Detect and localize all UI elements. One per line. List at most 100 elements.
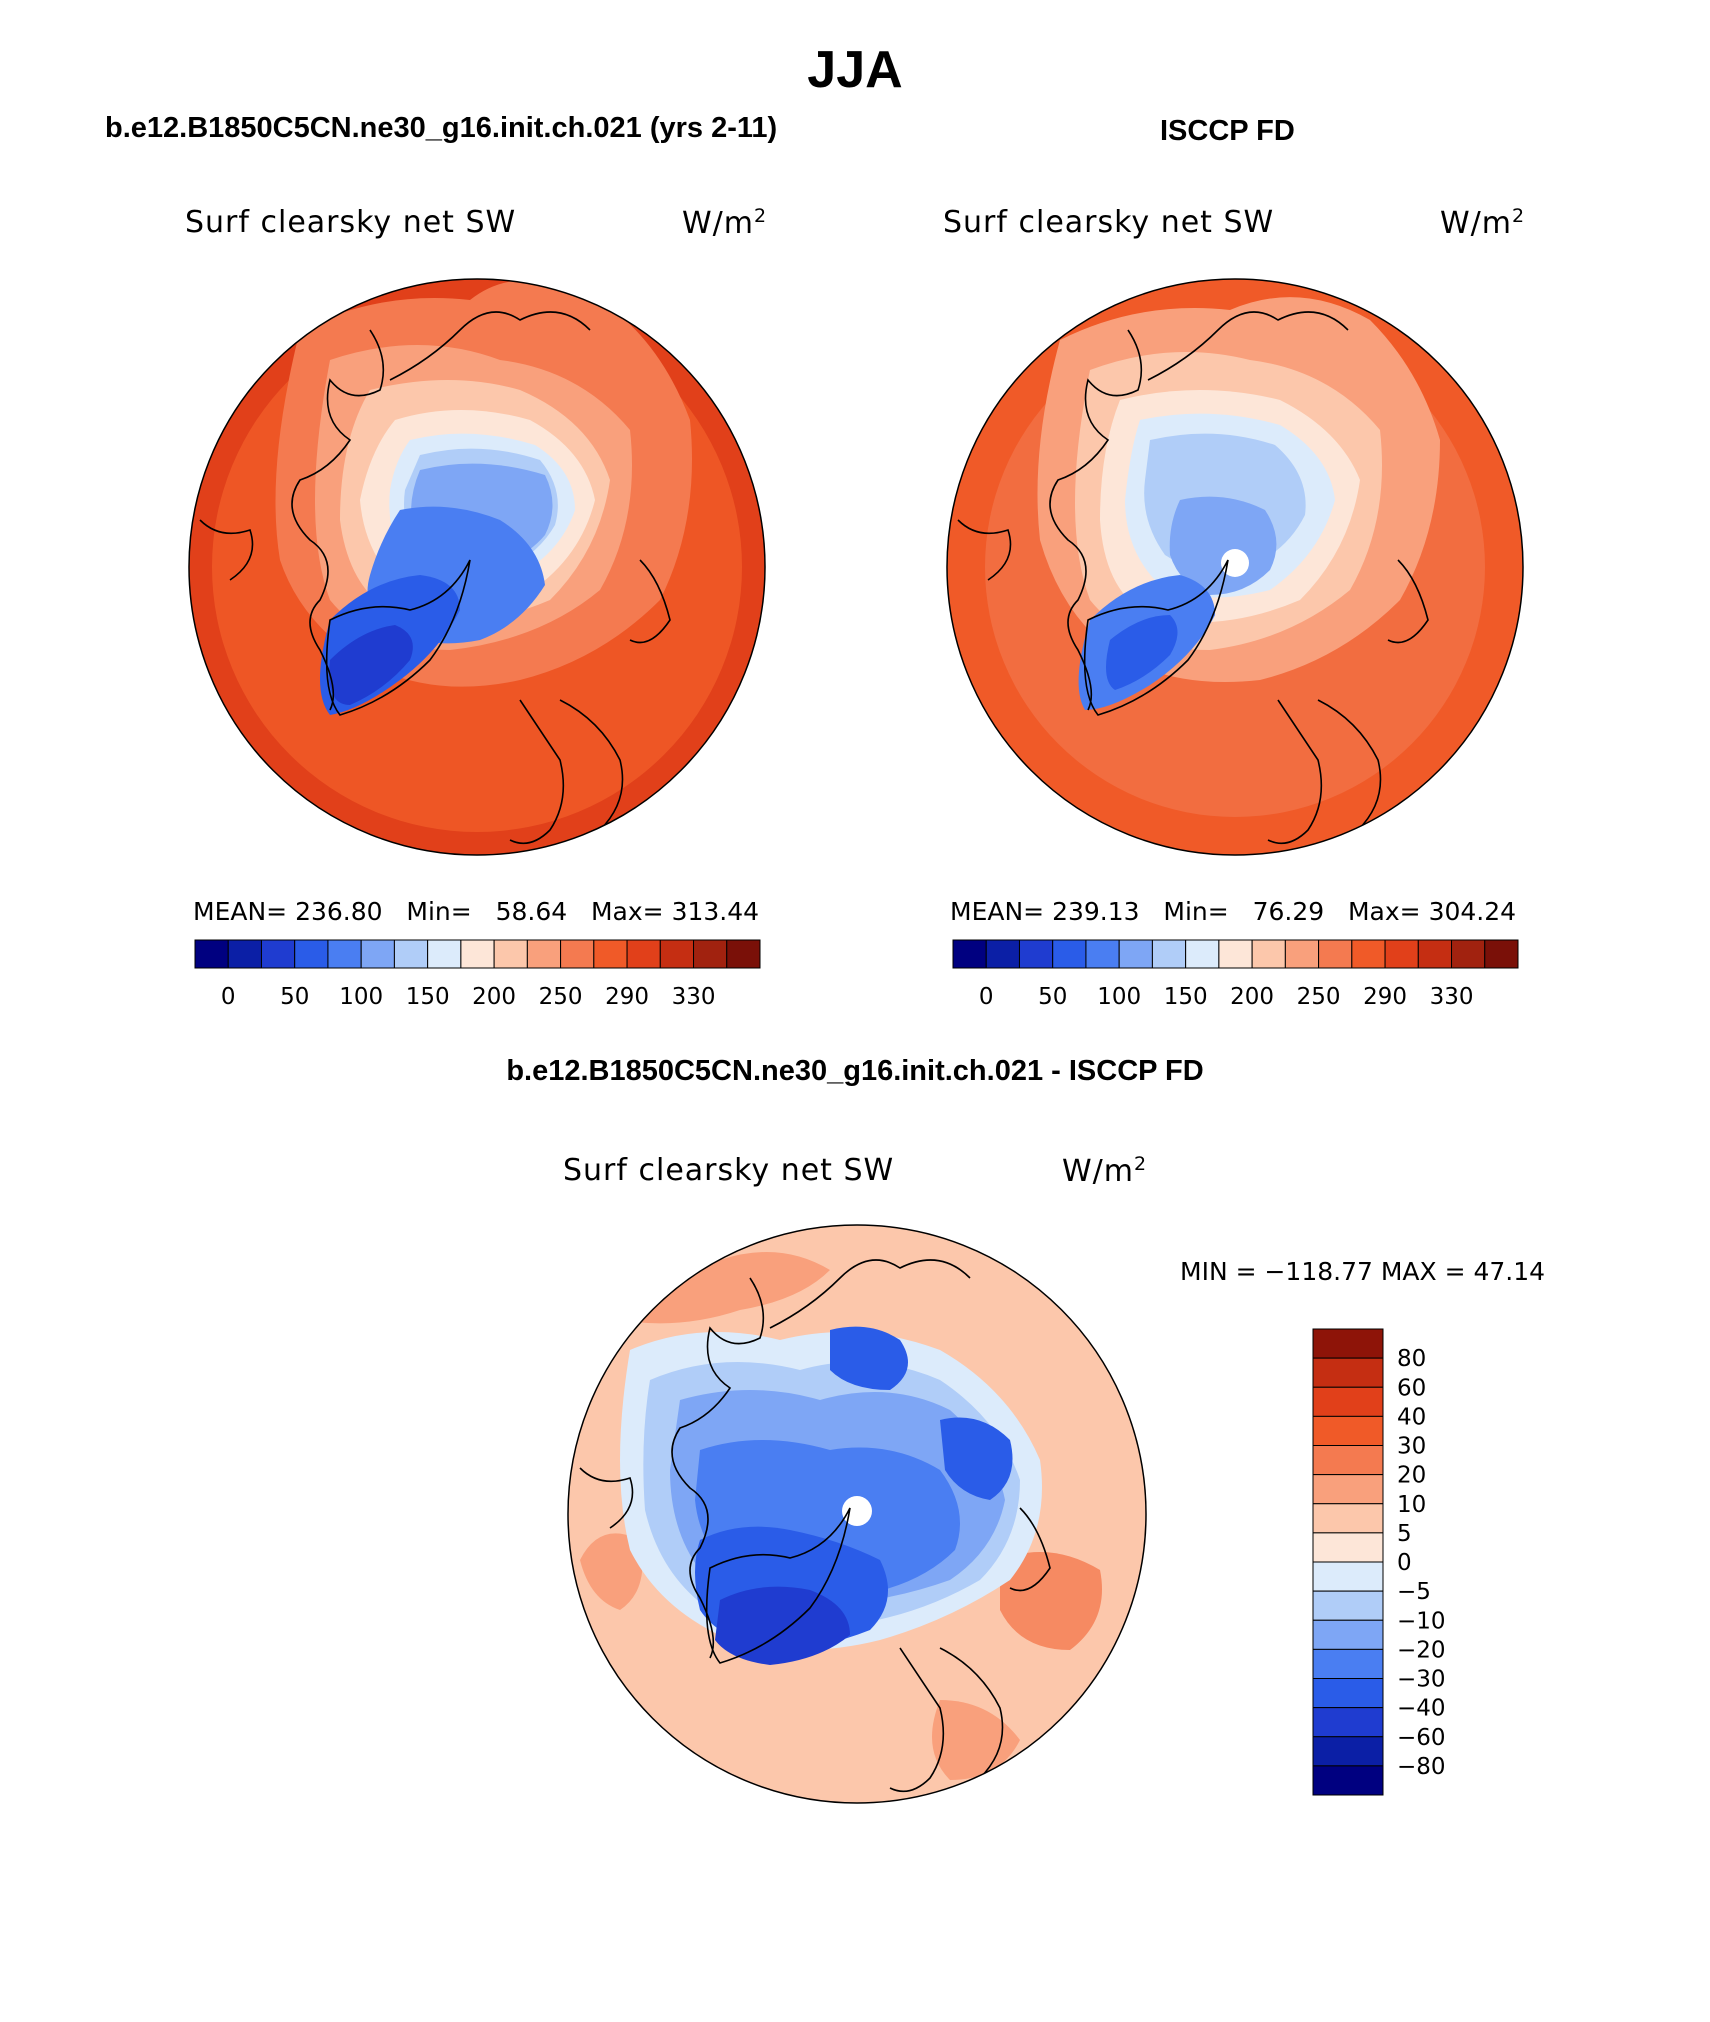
obs-stats: MEAN= 239.13 Min= 76.29 Max= 304.24 xyxy=(950,897,1516,926)
colorbar-box xyxy=(1312,1386,1384,1417)
colorbar-tick-label: 150 xyxy=(1164,984,1208,1010)
colorbar-box xyxy=(1218,939,1253,969)
obs-map-border xyxy=(946,278,1524,856)
colorbar-tick-label: −60 xyxy=(1397,1725,1446,1751)
mean-value: 236.80 xyxy=(295,897,383,926)
colorbar-box xyxy=(1351,939,1386,969)
mean-value: 239.13 xyxy=(1052,897,1140,926)
max-value: 304.24 xyxy=(1428,897,1517,926)
model-colorbar: 0 50 100 150 200 250 290 330 xyxy=(194,939,761,1010)
model-map xyxy=(189,279,765,855)
colorbar-tick-label: −10 xyxy=(1397,1608,1446,1634)
colorbar-box xyxy=(726,939,761,969)
colorbar-box xyxy=(1185,939,1220,969)
colorbar-box xyxy=(1284,939,1320,969)
units-exponent: 2 xyxy=(754,205,768,227)
colorbar-box xyxy=(526,939,562,969)
colorbar-tick-label: 250 xyxy=(1297,984,1341,1010)
colorbar-tick-label: −20 xyxy=(1397,1637,1446,1663)
units-exponent: 2 xyxy=(1134,1153,1148,1175)
colorbar-box xyxy=(1312,1619,1384,1650)
colorbar-box xyxy=(1312,1648,1384,1679)
units-text: W/m xyxy=(1062,1154,1134,1189)
colorbar-tick-label: 330 xyxy=(1430,984,1474,1010)
colorbar-box xyxy=(227,939,262,969)
max-value: 313.44 xyxy=(671,897,760,926)
colorbar-tick-label: 0 xyxy=(1397,1550,1412,1576)
min-value: 58.64 xyxy=(495,897,568,926)
colorbar-box xyxy=(1312,1707,1384,1738)
colorbar-tick-label: 30 xyxy=(1397,1434,1426,1460)
colorbar-box xyxy=(952,939,987,969)
obs-coastlines xyxy=(957,311,1429,845)
colorbar-box xyxy=(460,939,495,969)
colorbar-box xyxy=(1312,1474,1384,1505)
colorbar-tick-label: −5 xyxy=(1397,1579,1431,1605)
colorbar-tick-label: 60 xyxy=(1397,1375,1426,1401)
colorbar-tick-label: 100 xyxy=(339,984,383,1010)
obs-colorbar: 0 50 100 150 200 250 290 330 xyxy=(952,939,1519,1010)
diff-coastlines xyxy=(579,1259,1051,1793)
colorbar-box xyxy=(1312,1503,1384,1534)
min-label: Min= xyxy=(1163,897,1229,926)
model-coastlines xyxy=(199,311,671,845)
diff-map-border xyxy=(567,1224,1147,1804)
colorbar-tick-label: 0 xyxy=(221,984,236,1010)
colorbar-box xyxy=(1484,939,1519,969)
colorbar-box xyxy=(1312,1561,1384,1592)
colorbar-tick-label: 50 xyxy=(1038,984,1067,1010)
colorbar-box xyxy=(1312,1590,1384,1621)
mean-label: MEAN= xyxy=(950,897,1045,926)
colorbar-box xyxy=(1251,939,1286,969)
units-text: W/m xyxy=(1440,206,1512,241)
colorbar-tick-label: 330 xyxy=(672,984,716,1010)
colorbar-box xyxy=(1312,1357,1384,1388)
colorbar-tick-label: 200 xyxy=(1230,984,1274,1010)
colorbar-tick-label: −40 xyxy=(1397,1696,1446,1722)
difference-heading: b.e12.B1850C5CN.ne30_g16.init.ch.021 - I… xyxy=(506,1055,1204,1087)
colorbar-box xyxy=(985,939,1020,969)
colorbar-box xyxy=(1312,1765,1384,1796)
max-label: Max= xyxy=(590,897,664,926)
colorbar-box xyxy=(1417,939,1453,969)
model-case-heading: b.e12.B1850C5CN.ne30_g16.init.ch.021 (yr… xyxy=(105,112,778,144)
colorbar-box xyxy=(493,939,528,969)
diff-stats: MIN = −118.77 MAX = 47.14 xyxy=(1180,1257,1546,1286)
model-stats: MEAN= 236.80 Min= 58.64 Max= 313.44 xyxy=(193,897,759,926)
colorbar-box xyxy=(1318,939,1353,969)
model-panel-units: W/m2 xyxy=(682,205,767,241)
obs-panel-units: W/m2 xyxy=(1440,205,1525,241)
colorbar-tick-label: 150 xyxy=(406,984,450,1010)
colorbar-box xyxy=(360,939,395,969)
max-label: Max= xyxy=(1347,897,1421,926)
colorbar-tick-label: 200 xyxy=(472,984,516,1010)
diff-panel-variable-title: Surf clearsky net SW xyxy=(563,1153,895,1188)
model-panel-variable-title: Surf clearsky net SW xyxy=(185,205,517,240)
colorbar-tick-label: 290 xyxy=(605,984,649,1010)
figure-title: JJA xyxy=(807,41,903,99)
obs-pole-hole xyxy=(1221,549,1249,577)
colorbar-box xyxy=(593,939,628,969)
colorbar-box xyxy=(1085,939,1120,969)
colorbar-box xyxy=(1312,1445,1384,1476)
colorbar-box xyxy=(1451,939,1486,969)
colorbar-tick-label: 10 xyxy=(1397,1492,1426,1518)
colorbar-box xyxy=(294,939,329,969)
diff-colorbar: 80 60 40 30 20 10 5 0 −5 −10 −20 −30 −40 −60 −80 xyxy=(1312,1328,1446,1796)
colorbar-box xyxy=(659,939,695,969)
colorbar-box xyxy=(626,939,661,969)
obs-dataset-heading: ISCCP FD xyxy=(1160,115,1295,147)
units-exponent: 2 xyxy=(1512,205,1526,227)
colorbar-tick-label: 5 xyxy=(1397,1521,1412,1547)
colorbar-box xyxy=(427,939,462,969)
colorbar-box xyxy=(393,939,429,969)
colorbar-box xyxy=(1052,939,1087,969)
diff-pole-hole xyxy=(842,1496,872,1526)
colorbar-tick-label: 290 xyxy=(1363,984,1407,1010)
min-value: 76.29 xyxy=(1252,897,1325,926)
colorbar-tick-label: 50 xyxy=(280,984,309,1010)
colorbar-tick-label: 40 xyxy=(1397,1404,1426,1430)
colorbar-box xyxy=(1118,939,1153,969)
